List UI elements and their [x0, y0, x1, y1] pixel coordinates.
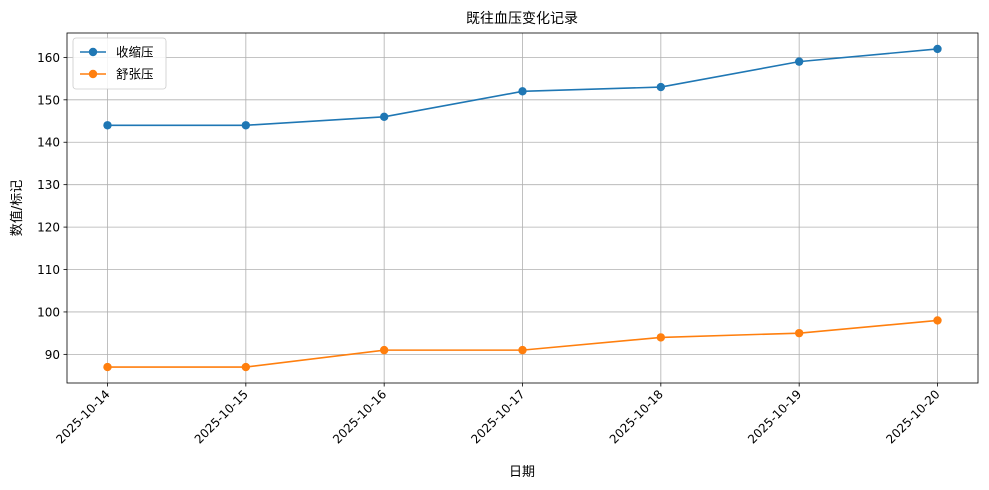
data-point: [794, 57, 804, 66]
data-point: [379, 345, 389, 355]
legend-label: 舒张压: [116, 67, 154, 82]
legend-swatch-marker: [88, 69, 98, 79]
y-tick-label: 90: [45, 348, 60, 362]
data-point: [933, 44, 942, 54]
data-point: [379, 112, 389, 121]
series-group: [103, 44, 942, 372]
y-tick-label: 160: [37, 51, 60, 65]
y-tick-label: 120: [37, 221, 60, 235]
grid: [67, 33, 978, 383]
data-point: [103, 121, 112, 130]
y-tick-label: 100: [37, 305, 60, 319]
data-point: [933, 316, 942, 325]
y-tick-label: 140: [37, 136, 60, 150]
legend-label: 收缩压: [116, 45, 154, 60]
y-tick-label: 110: [37, 263, 60, 277]
data-point: [656, 82, 666, 92]
data-point: [794, 328, 804, 338]
y-tick-label: 150: [37, 93, 60, 107]
data-point: [241, 362, 251, 372]
y-tick-label: 130: [37, 178, 60, 192]
y-axis: 90 100 110 120 130 140 150 160: [37, 51, 67, 362]
data-point: [103, 362, 112, 372]
legend-swatch-marker: [88, 47, 98, 57]
data-point: [656, 333, 666, 342]
data-point: [518, 87, 527, 96]
chart-title: 既往血压变化记录: [466, 11, 578, 27]
x-axis-label: 日期: [509, 465, 535, 480]
y-axis-label: 数值/标记: [9, 180, 25, 236]
data-point: [518, 345, 527, 355]
data-point: [241, 121, 251, 130]
